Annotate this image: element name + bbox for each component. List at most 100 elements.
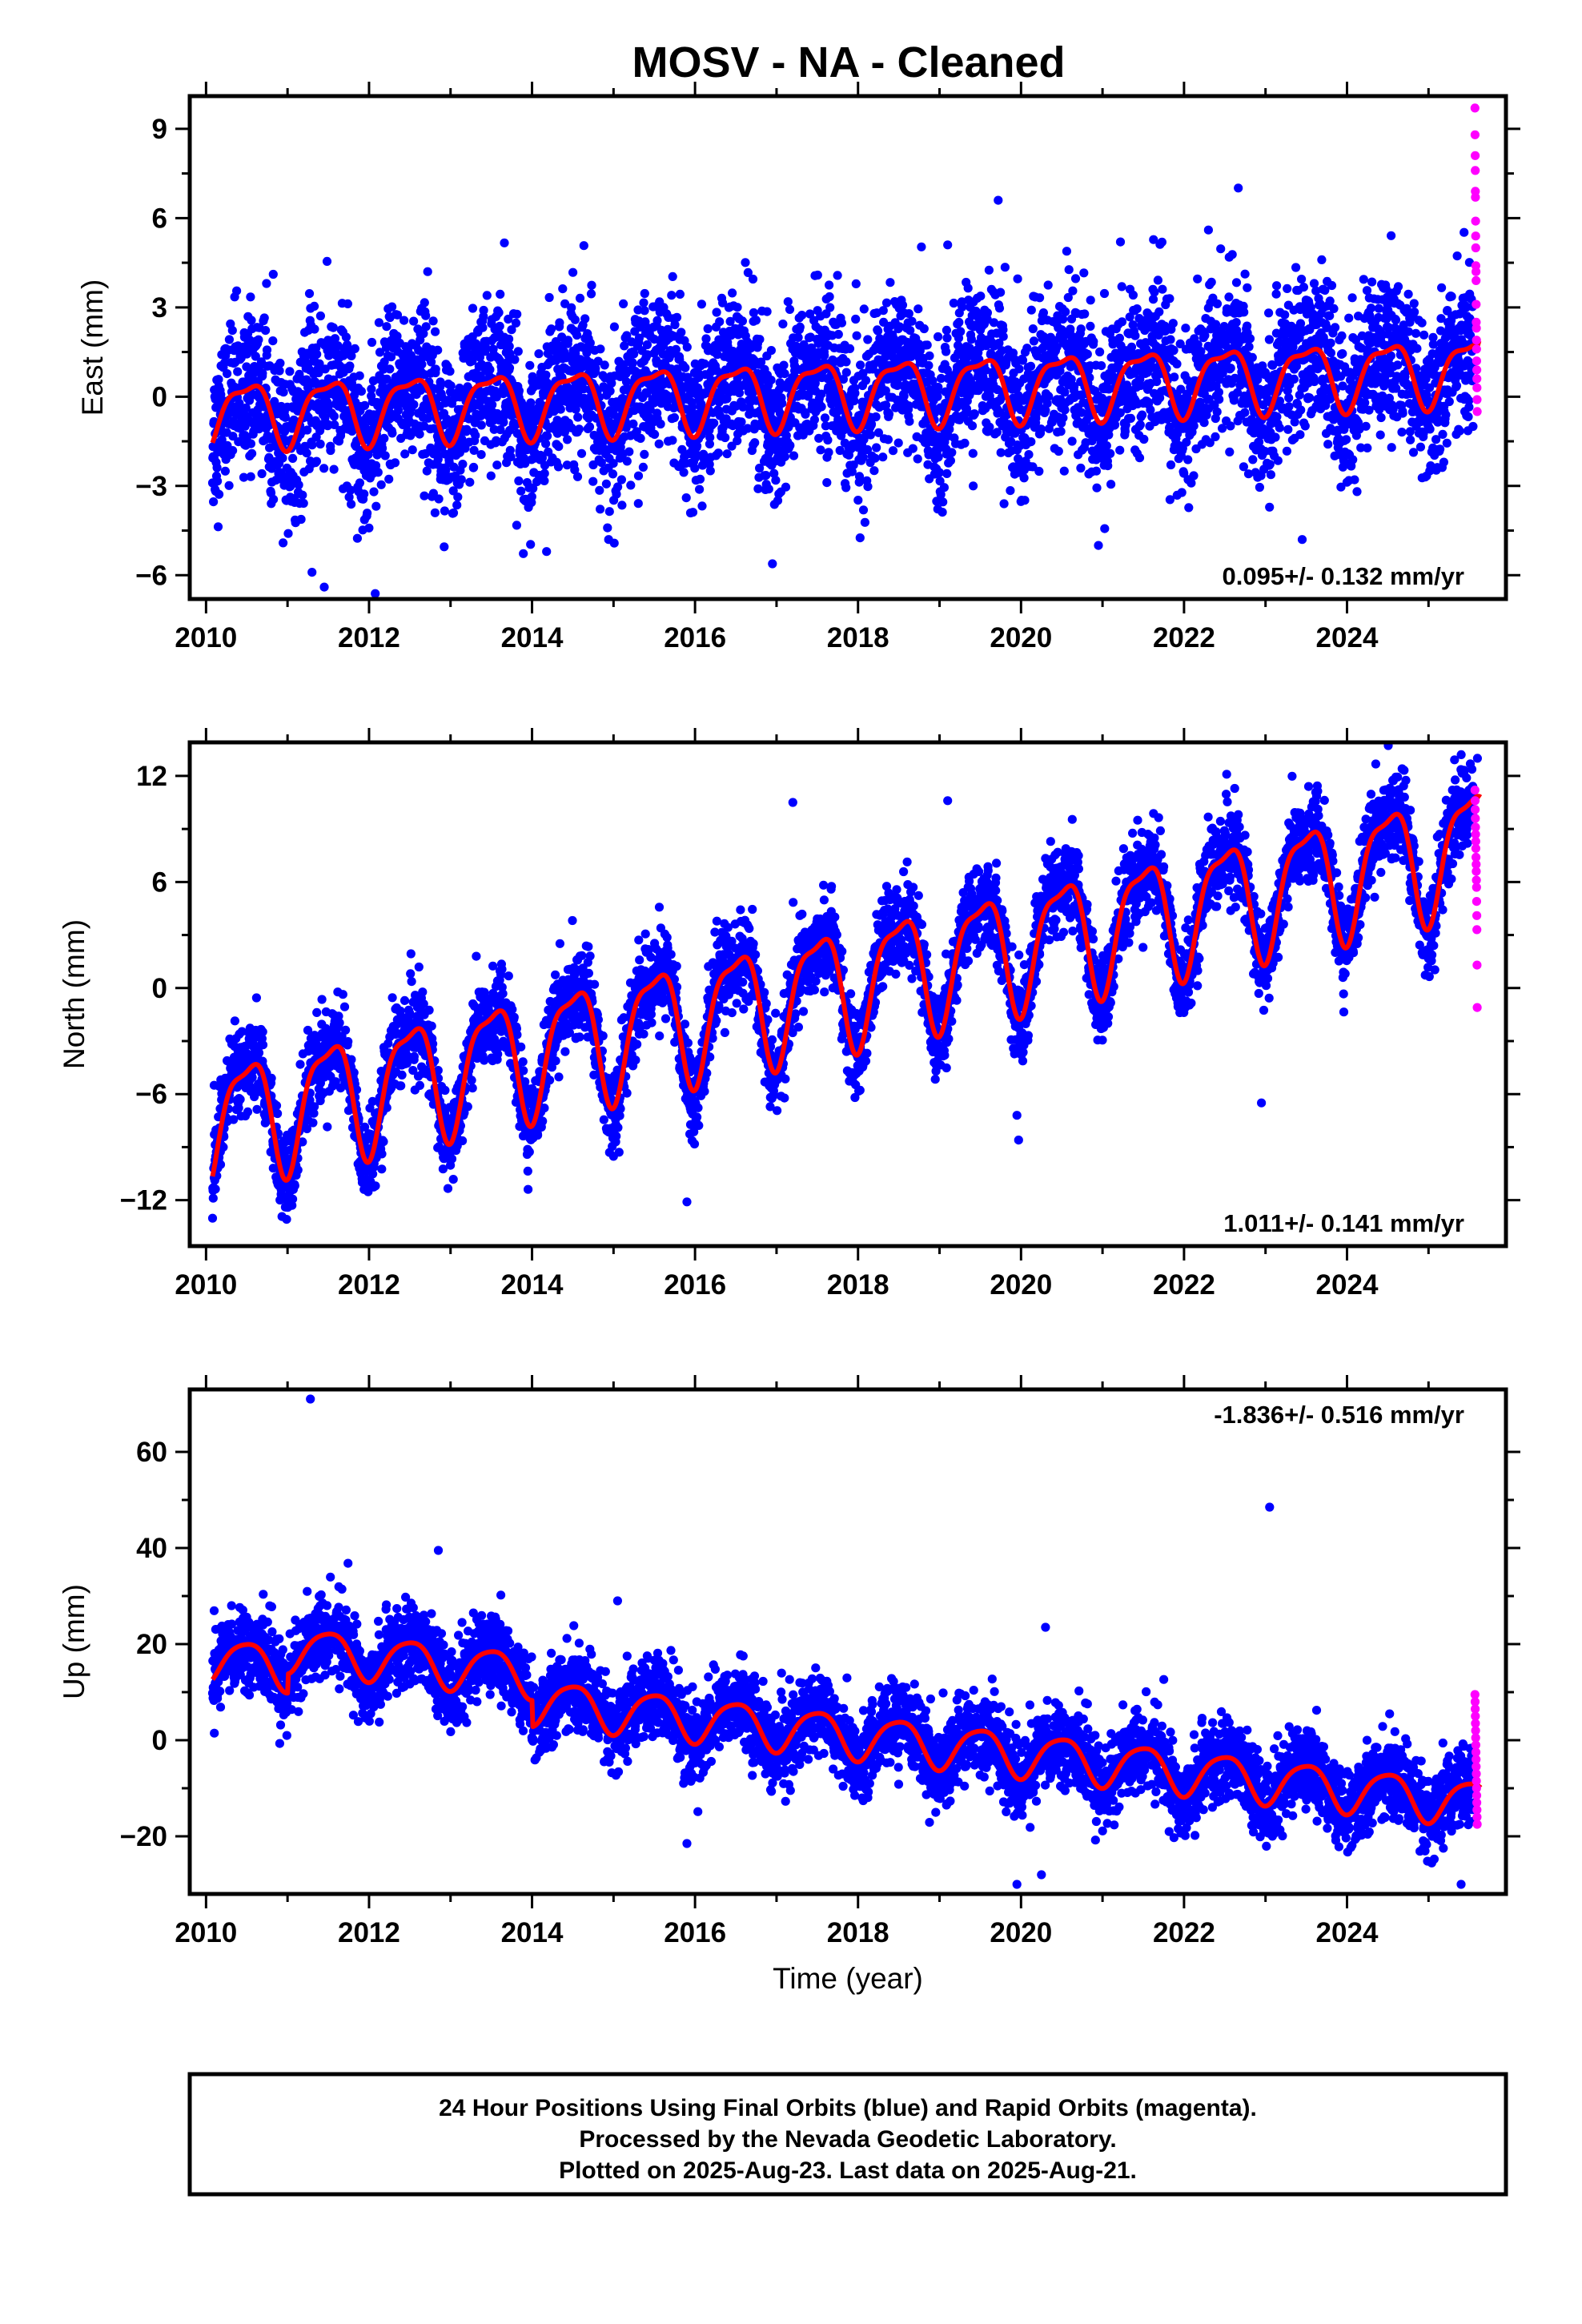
final-orbit-point — [519, 549, 528, 558]
final-orbit-point — [224, 335, 234, 344]
final-orbit-point — [1305, 393, 1315, 403]
final-orbit-point — [1068, 286, 1078, 296]
final-orbit-point — [999, 499, 1009, 509]
final-orbit-point — [369, 487, 379, 497]
final-orbit-point — [783, 297, 793, 307]
final-orbit-point — [323, 420, 333, 429]
final-orbit-point — [556, 404, 565, 414]
final-orbit-point — [954, 317, 964, 328]
final-orbit-point — [677, 328, 686, 337]
final-orbit-point — [504, 363, 515, 372]
final-orbit-point — [934, 452, 943, 462]
final-orbit-point — [820, 413, 830, 423]
final-orbit-point — [741, 258, 750, 267]
final-orbit-point — [785, 304, 795, 314]
final-orbit-point — [223, 369, 232, 379]
final-orbit-point — [446, 381, 456, 391]
final-orbit-point — [510, 355, 520, 364]
final-orbit-point — [642, 340, 652, 350]
final-orbit-point — [441, 465, 451, 476]
final-orbit-point — [908, 444, 917, 453]
final-orbit-point — [512, 521, 522, 530]
final-orbit-point — [387, 428, 397, 438]
final-orbit-point — [360, 400, 370, 410]
final-orbit-point — [1283, 283, 1292, 293]
final-orbit-point — [789, 451, 799, 460]
final-orbit-point — [913, 454, 922, 464]
final-orbit-point — [629, 349, 639, 359]
final-orbit-point — [1375, 430, 1385, 440]
final-orbit-point — [982, 308, 992, 318]
final-orbit-point — [837, 318, 846, 328]
final-orbit-point — [1076, 463, 1086, 473]
final-orbit-point — [355, 371, 364, 380]
final-orbit-point — [703, 324, 713, 334]
final-orbit-point — [728, 288, 737, 298]
final-orbit-point — [1265, 460, 1275, 469]
final-orbit-point — [1247, 352, 1257, 362]
final-orbit-point — [1064, 265, 1074, 275]
final-orbit-point — [1337, 331, 1347, 340]
final-orbit-point — [1212, 407, 1222, 416]
final-orbit-point — [448, 486, 458, 496]
final-orbit-point — [1231, 278, 1242, 287]
final-orbit-point — [554, 442, 564, 452]
final-orbit-point — [858, 505, 869, 515]
final-orbit-point — [534, 349, 544, 359]
final-orbit-point — [251, 352, 260, 361]
final-orbit-point — [942, 468, 952, 479]
final-orbit-point — [572, 400, 581, 409]
final-orbit-point — [445, 367, 455, 376]
final-orbit-point — [379, 433, 389, 444]
final-orbit-point — [947, 448, 957, 457]
final-orbit-point — [870, 453, 880, 463]
final-orbit-point — [679, 468, 689, 477]
final-orbit-point — [1099, 288, 1110, 299]
final-orbit-point — [616, 475, 627, 485]
final-orbit-point — [1086, 296, 1095, 305]
final-orbit-point — [296, 514, 306, 525]
final-orbit-point — [949, 298, 958, 308]
final-orbit-point — [697, 300, 707, 309]
final-orbit-point — [1058, 413, 1068, 423]
final-orbit-point — [476, 420, 486, 430]
final-orbit-point — [1189, 421, 1199, 431]
final-orbit-point — [330, 420, 339, 430]
final-orbit-point — [755, 335, 765, 344]
final-orbit-point — [1006, 486, 1015, 496]
final-orbit-point — [1024, 450, 1034, 460]
final-orbit-point — [878, 452, 888, 462]
final-orbit-point — [275, 358, 285, 368]
final-orbit-point — [1100, 524, 1110, 533]
final-orbit-point — [436, 377, 445, 387]
final-orbit-point — [956, 327, 966, 336]
final-orbit-point — [563, 336, 573, 345]
final-orbit-point — [960, 438, 970, 448]
final-orbit-point — [1226, 421, 1235, 431]
final-orbit-point — [298, 490, 307, 500]
final-orbit-point — [228, 432, 238, 441]
final-orbit-point — [1225, 447, 1235, 457]
final-orbit-point — [1264, 335, 1274, 344]
final-orbit-point — [1224, 292, 1234, 302]
final-orbit-point — [417, 360, 427, 369]
final-orbit-point — [1211, 432, 1220, 442]
final-orbit-point — [462, 424, 472, 434]
final-orbit-point — [294, 480, 303, 490]
final-orbit-point — [430, 508, 440, 517]
final-orbit-point — [214, 375, 223, 384]
final-orbit-point — [1135, 420, 1145, 430]
final-orbit-point — [1296, 405, 1306, 415]
final-orbit-point — [288, 453, 298, 464]
final-orbit-point — [494, 308, 504, 317]
final-orbit-point — [568, 267, 578, 277]
final-orbit-point — [1117, 282, 1126, 292]
final-orbit-point — [1029, 336, 1038, 346]
final-orbit-point — [315, 311, 325, 321]
final-orbit-point — [851, 314, 861, 324]
final-orbit-point — [697, 501, 707, 511]
final-orbit-point — [380, 451, 390, 460]
final-orbit-point — [1325, 296, 1335, 306]
final-orbit-point — [938, 508, 947, 517]
final-orbit-point — [1168, 319, 1178, 328]
